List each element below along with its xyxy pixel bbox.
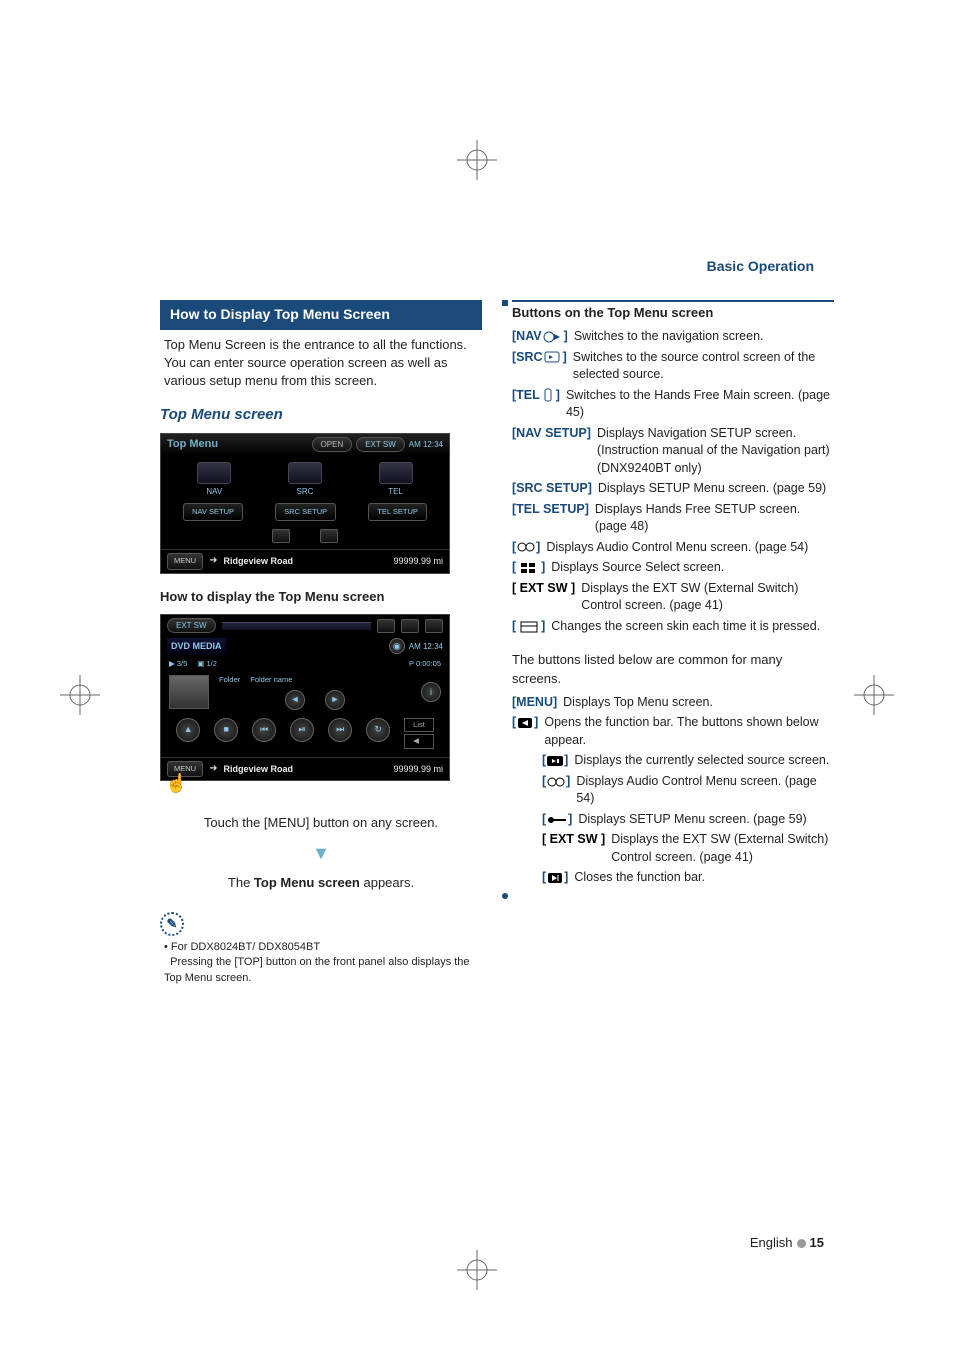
next-folder-icon: ► (325, 690, 345, 710)
track-info: ▶ 3/5 (169, 659, 187, 670)
page-header: Basic Operation (707, 258, 814, 274)
sclose-desc: Closes the function bar. (574, 869, 705, 887)
menu-desc: Displays Top Menu screen. (563, 694, 713, 712)
dvd-ext: EXT SW (167, 618, 216, 633)
telsetup-desc: Displays Hands Free SETUP screen. (page … (595, 501, 834, 536)
repeat-icon: ↻ (366, 718, 390, 742)
sset-key: [] (542, 811, 572, 829)
ext-pill: EXT SW (356, 437, 405, 452)
fn-btn: ◀ (404, 734, 434, 749)
dvd-screen-icon (401, 619, 419, 633)
prev-icon: ⏮ (252, 718, 276, 742)
dvd-mock: EXT SW DVD MEDIA ◉ AM 12:34 ▶ 3/5 ▣ 1/2 (160, 614, 450, 781)
dvd-audio-icon (377, 619, 395, 633)
play-icon: ⏯ (290, 718, 314, 742)
road-label: Ridgeview Road (223, 555, 293, 568)
telsetup-btn: TEL SETUP (368, 503, 427, 522)
open-pill: OPEN (312, 437, 353, 452)
navsetup-key: [NAV SETUP] (512, 425, 591, 478)
down-triangle-icon: ▼ (160, 841, 482, 866)
select-key: [ ] (512, 559, 545, 577)
prev-folder-icon: ◄ (285, 690, 305, 710)
nav-tile: NAV (197, 462, 231, 497)
srcsetup-btn: SRC SETUP (275, 503, 336, 522)
src-key: [SRC] (512, 349, 567, 384)
crop-mark-bottom (457, 1250, 497, 1290)
src-tile: SRC (288, 462, 322, 497)
crop-mark-left (60, 675, 100, 715)
sclose-key: [] (542, 869, 568, 887)
sext-desc: Displays the EXT SW (External Switch) Co… (611, 831, 834, 866)
crop-mark-top (457, 140, 497, 180)
howto-head: How to display the Top Menu screen (160, 588, 482, 606)
caption-touch: Touch the [MENU] button on any screen. (160, 814, 482, 832)
dvd-close-icon (425, 619, 443, 633)
note-text: • For DDX8024BT/ DDX8054BT Pressing the … (164, 940, 482, 986)
mock-title: Top Menu (167, 437, 218, 452)
caption-appears: The Top Menu screen appears. (160, 874, 482, 892)
chapter-info: ▣ 1/2 (197, 659, 217, 670)
nav-key: [NAV] (512, 328, 568, 346)
ext-desc: Displays the EXT SW (External Switch) Co… (581, 580, 834, 615)
ext-key: [ EXT SW ] (512, 580, 575, 615)
info-icon: i (421, 682, 441, 702)
cur-desc: Displays the currently selected source s… (574, 752, 829, 770)
disc-icon: ◉ (389, 638, 405, 654)
distance: 99999.99 mi (393, 555, 443, 568)
stop-icon: ■ (214, 718, 238, 742)
sext-key: [ EXT SW ] (542, 831, 605, 866)
crop-mark-right (854, 675, 894, 715)
cur-key: [] (542, 752, 568, 770)
audio-icon (272, 529, 290, 543)
subhead-topmenu: Top Menu screen (160, 404, 482, 425)
saud-key: [] (542, 773, 570, 808)
time-info: P 0:00:05 (409, 659, 441, 670)
thumbnail (169, 675, 209, 709)
buttons-head: Buttons on the Top Menu screen (512, 300, 834, 322)
audio-desc: Displays Audio Control Menu screen. (pag… (546, 539, 808, 557)
page-footer: English15 (750, 1235, 824, 1250)
telsetup-key: [TEL SETUP] (512, 501, 589, 536)
hand-cursor-icon: ☝ (165, 771, 487, 796)
tel-key: [TEL] (512, 387, 560, 422)
menu-key: [MENU] (512, 694, 557, 712)
fn-desc: Opens the function bar. The buttons show… (544, 714, 834, 749)
tel-tile: TEL (379, 462, 413, 497)
skin-key: [ ] (512, 618, 545, 636)
menu-badge: MENU (167, 553, 203, 570)
sset-desc: Displays SETUP Menu screen. (page 59) (578, 811, 806, 829)
grid-icon (320, 529, 338, 543)
navsetup-btn: NAV SETUP (183, 503, 243, 522)
intro-text: Top Menu Screen is the entrance to all t… (160, 330, 482, 399)
common-text: The buttons listed below are common for … (512, 651, 834, 687)
navsetup-desc: Displays Navigation SETUP screen. (Instr… (597, 425, 834, 478)
saud-desc: Displays Audio Control Menu screen. (pag… (576, 773, 834, 808)
eject-icon: ▲ (176, 718, 200, 742)
next-icon: ⏭ (328, 718, 352, 742)
srcsetup-key: [SRC SETUP] (512, 480, 592, 498)
end-bullet (502, 893, 508, 899)
fn-key: [] (512, 714, 538, 749)
note-icon: ✎ (160, 912, 184, 936)
audio-key: [] (512, 539, 540, 557)
skin-desc: Changes the screen skin each time it is … (551, 618, 820, 636)
list-btn: List (404, 718, 434, 733)
srcsetup-desc: Displays SETUP Menu screen. (page 59) (598, 480, 826, 498)
tel-desc: Switches to the Hands Free Main screen. … (566, 387, 834, 422)
nav-desc: Switches to the navigation screen. (574, 328, 764, 346)
src-desc: Switches to the source control screen of… (573, 349, 834, 384)
arrow-icon: ➜ (209, 554, 217, 568)
dvd-label: DVD MEDIA (167, 638, 226, 655)
clock: AM 12:34 (409, 439, 443, 450)
section-band: How to Display Top Menu Screen (160, 300, 482, 330)
top-menu-mock: Top Menu OPEN EXT SW AM 12:34 NAV SRC TE… (160, 433, 450, 574)
select-desc: Displays Source Select screen. (551, 559, 724, 577)
